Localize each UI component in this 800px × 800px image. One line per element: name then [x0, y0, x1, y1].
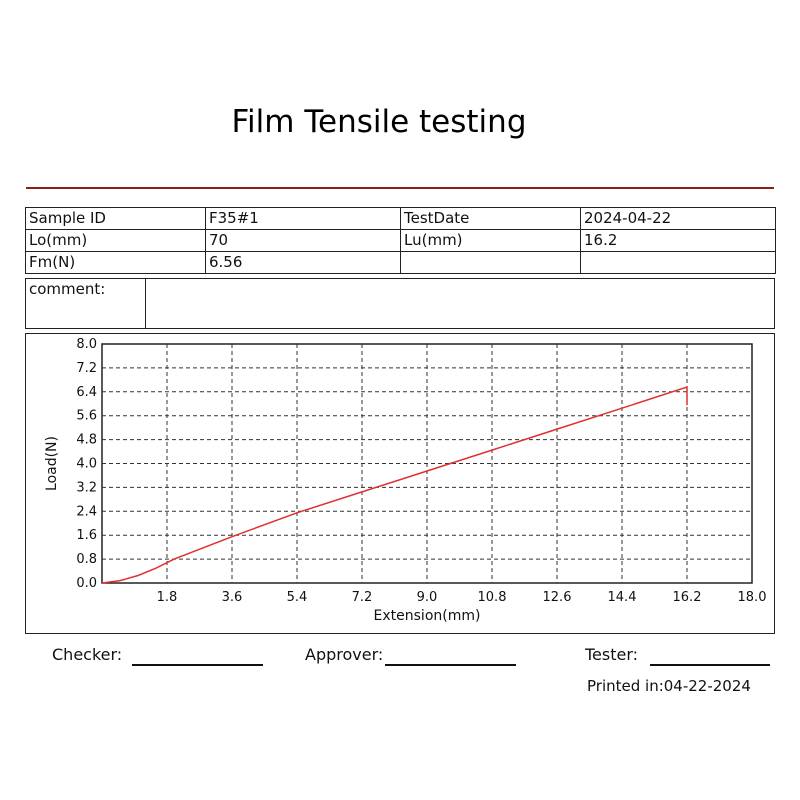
y-tick-label: 6.4 — [76, 385, 97, 400]
y-tick-label: 8.0 — [76, 337, 97, 352]
x-tick-label: 5.4 — [287, 590, 308, 605]
checker-label: Checker: — [52, 645, 123, 664]
load-extension-chart: 1.8 3.6 5.4 7.2 9.0 10.8 12.6 14.4 16.2 18.0 0.0 0.… — [44, 337, 767, 624]
label-sample-id: Sample ID — [25, 207, 206, 230]
x-tick-label: 18.0 — [738, 590, 767, 605]
report-title: Film Tensile testing — [231, 104, 527, 140]
empty-cell — [580, 251, 776, 274]
comment-label: comment: — [26, 279, 146, 328]
table-row: Fm(N) 6.56 — [25, 251, 776, 274]
y-tick-label: 3.2 — [76, 480, 97, 495]
comment-box: comment: — [25, 278, 775, 329]
label-lo: Lo(mm) — [25, 229, 206, 252]
x-tick-label: 14.4 — [608, 590, 637, 605]
value-fm: 6.56 — [205, 251, 401, 274]
table-row: Sample ID F35#1 TestDate 2024-04-22 — [25, 207, 776, 230]
y-tick-label: 0.8 — [76, 552, 97, 567]
y-axis-label: Load(N) — [44, 436, 60, 491]
value-sample-id: F35#1 — [205, 207, 401, 230]
x-tick-label: 3.6 — [222, 590, 243, 605]
info-table: Sample ID F35#1 TestDate 2024-04-22 Lo(m… — [25, 207, 776, 274]
y-tick-label: 2.4 — [76, 504, 97, 519]
empty-cell — [400, 251, 581, 274]
chart-frame: 1.8 3.6 5.4 7.2 9.0 10.8 12.6 14.4 16.2 18.0 0.0 0.… — [25, 333, 775, 634]
x-tick-label: 10.8 — [478, 590, 507, 605]
printed-date: Printed in:04-22-2024 — [587, 677, 751, 695]
approver-label: Approver: — [305, 645, 384, 664]
x-axis-label: Extension(mm) — [374, 608, 481, 624]
value-test-date: 2024-04-22 — [580, 207, 776, 230]
table-row: Lo(mm) 70 Lu(mm) 16.2 — [25, 229, 776, 252]
tester-signature-line — [650, 664, 770, 666]
load-curve-line — [101, 385, 688, 584]
y-tick-label: 4.8 — [76, 433, 97, 448]
label-fm: Fm(N) — [25, 251, 206, 274]
x-tick-label: 12.6 — [543, 590, 572, 605]
y-tick-label: 5.6 — [76, 409, 97, 424]
value-lo: 70 — [205, 229, 401, 252]
approver-signature-line — [385, 664, 516, 666]
x-tick-label: 16.2 — [673, 590, 702, 605]
y-tick-label: 1.6 — [76, 528, 97, 543]
checker-signature-line — [132, 664, 263, 666]
y-tick-label: 4.0 — [76, 457, 97, 472]
label-lu: Lu(mm) — [400, 229, 581, 252]
x-tick-label: 7.2 — [352, 590, 373, 605]
y-tick-label: 7.2 — [76, 361, 97, 376]
y-tick-label: 0.0 — [76, 576, 97, 591]
title-divider — [26, 187, 774, 189]
label-test-date: TestDate — [400, 207, 581, 230]
x-tick-label: 1.8 — [157, 590, 178, 605]
tester-label: Tester: — [585, 645, 639, 664]
x-tick-label: 9.0 — [417, 590, 438, 605]
value-lu: 16.2 — [580, 229, 776, 252]
